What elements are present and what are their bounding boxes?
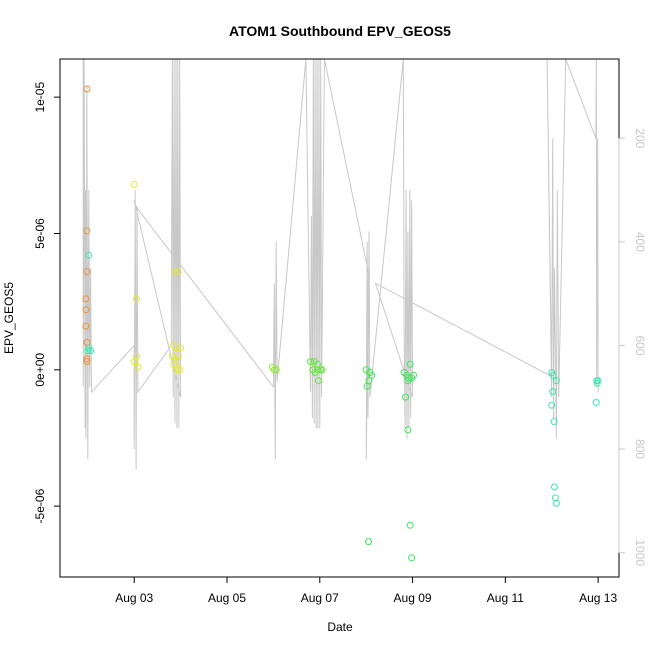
- y2-tick-label: 800: [633, 439, 647, 459]
- data-point: [174, 352, 182, 360]
- data-point: [82, 295, 90, 303]
- y-tick-label: 0e+00: [33, 353, 47, 387]
- data-point: [551, 483, 558, 491]
- x-tick-label: Aug 03: [115, 591, 153, 605]
- data-point: [130, 180, 138, 188]
- data-point: [85, 251, 93, 259]
- data-point: [368, 371, 376, 379]
- data-point: [406, 521, 414, 529]
- data-point: [83, 227, 91, 235]
- y-tick-label: 5e-06: [33, 218, 47, 249]
- x-axis-label: Date: [327, 620, 353, 634]
- data-point: [171, 268, 179, 276]
- data-point: [82, 322, 90, 330]
- data-point: [550, 418, 558, 426]
- data-point: [134, 363, 142, 371]
- data-point: [83, 355, 91, 363]
- data-point: [548, 401, 556, 409]
- data-point: [406, 360, 414, 368]
- data-point: [176, 366, 184, 374]
- data-point: [172, 344, 180, 352]
- data-point: [549, 388, 557, 396]
- data-point: [177, 344, 185, 352]
- y-tick-label: 1e-05: [33, 82, 47, 113]
- x-tick-label: Aug 05: [208, 591, 246, 605]
- data-points: [82, 85, 602, 562]
- data-point: [83, 268, 91, 276]
- x-tick-label: Aug 09: [394, 591, 432, 605]
- y-axis: -5e-06 0e+00 5e-06 1e-05: [33, 82, 60, 523]
- data-point: [174, 268, 182, 276]
- x-tick-label: Aug 07: [301, 591, 339, 605]
- data-point: [307, 358, 314, 366]
- data-point: [402, 393, 410, 401]
- data-point: [363, 382, 371, 390]
- data-point: [365, 538, 372, 546]
- y2-tick-label: 1000: [633, 539, 647, 566]
- data-point: [404, 377, 412, 385]
- data-point: [83, 85, 91, 93]
- data-point: [318, 366, 326, 374]
- chart-title: ATOM1 Southbound EPV_GEOS5: [229, 23, 451, 39]
- y2-tick-label: 400: [633, 232, 647, 252]
- plot-frame: [59, 58, 620, 578]
- data-point: [82, 306, 90, 314]
- data-point: [551, 494, 559, 502]
- x-axis: Aug 03 Aug 05 Aug 07 Aug 09 Aug 11 Aug 13: [115, 577, 617, 605]
- data-point: [404, 426, 412, 434]
- data-point: [549, 371, 557, 379]
- data-point: [172, 366, 180, 374]
- y2-tick-label: 200: [633, 128, 647, 148]
- data-point: [130, 358, 138, 366]
- x-tick-label: Aug 13: [579, 591, 617, 605]
- data-point: [84, 347, 92, 355]
- x-tick-label: Aug 11: [487, 591, 524, 605]
- data-point: [552, 499, 560, 507]
- data-point: [270, 366, 278, 374]
- data-point: [552, 377, 560, 385]
- y2-tick-label: 600: [633, 335, 647, 355]
- y-axis-label: EPV_GEOS5: [2, 282, 16, 354]
- data-point: [592, 399, 600, 406]
- data-point: [408, 554, 416, 562]
- data-point: [87, 347, 95, 355]
- data-point: [593, 379, 601, 387]
- data-point: [410, 371, 417, 379]
- y2-axis: 200 400 600 800 1000: [618, 128, 647, 566]
- data-point: [133, 295, 140, 303]
- data-point: [314, 366, 322, 374]
- data-point: [83, 358, 91, 366]
- data-point: [314, 377, 322, 385]
- data-point: [272, 366, 280, 374]
- trajectory-line: [82, 59, 599, 470]
- trajectory-lines: [82, 59, 599, 470]
- y-tick-label: -5e-06: [33, 488, 47, 523]
